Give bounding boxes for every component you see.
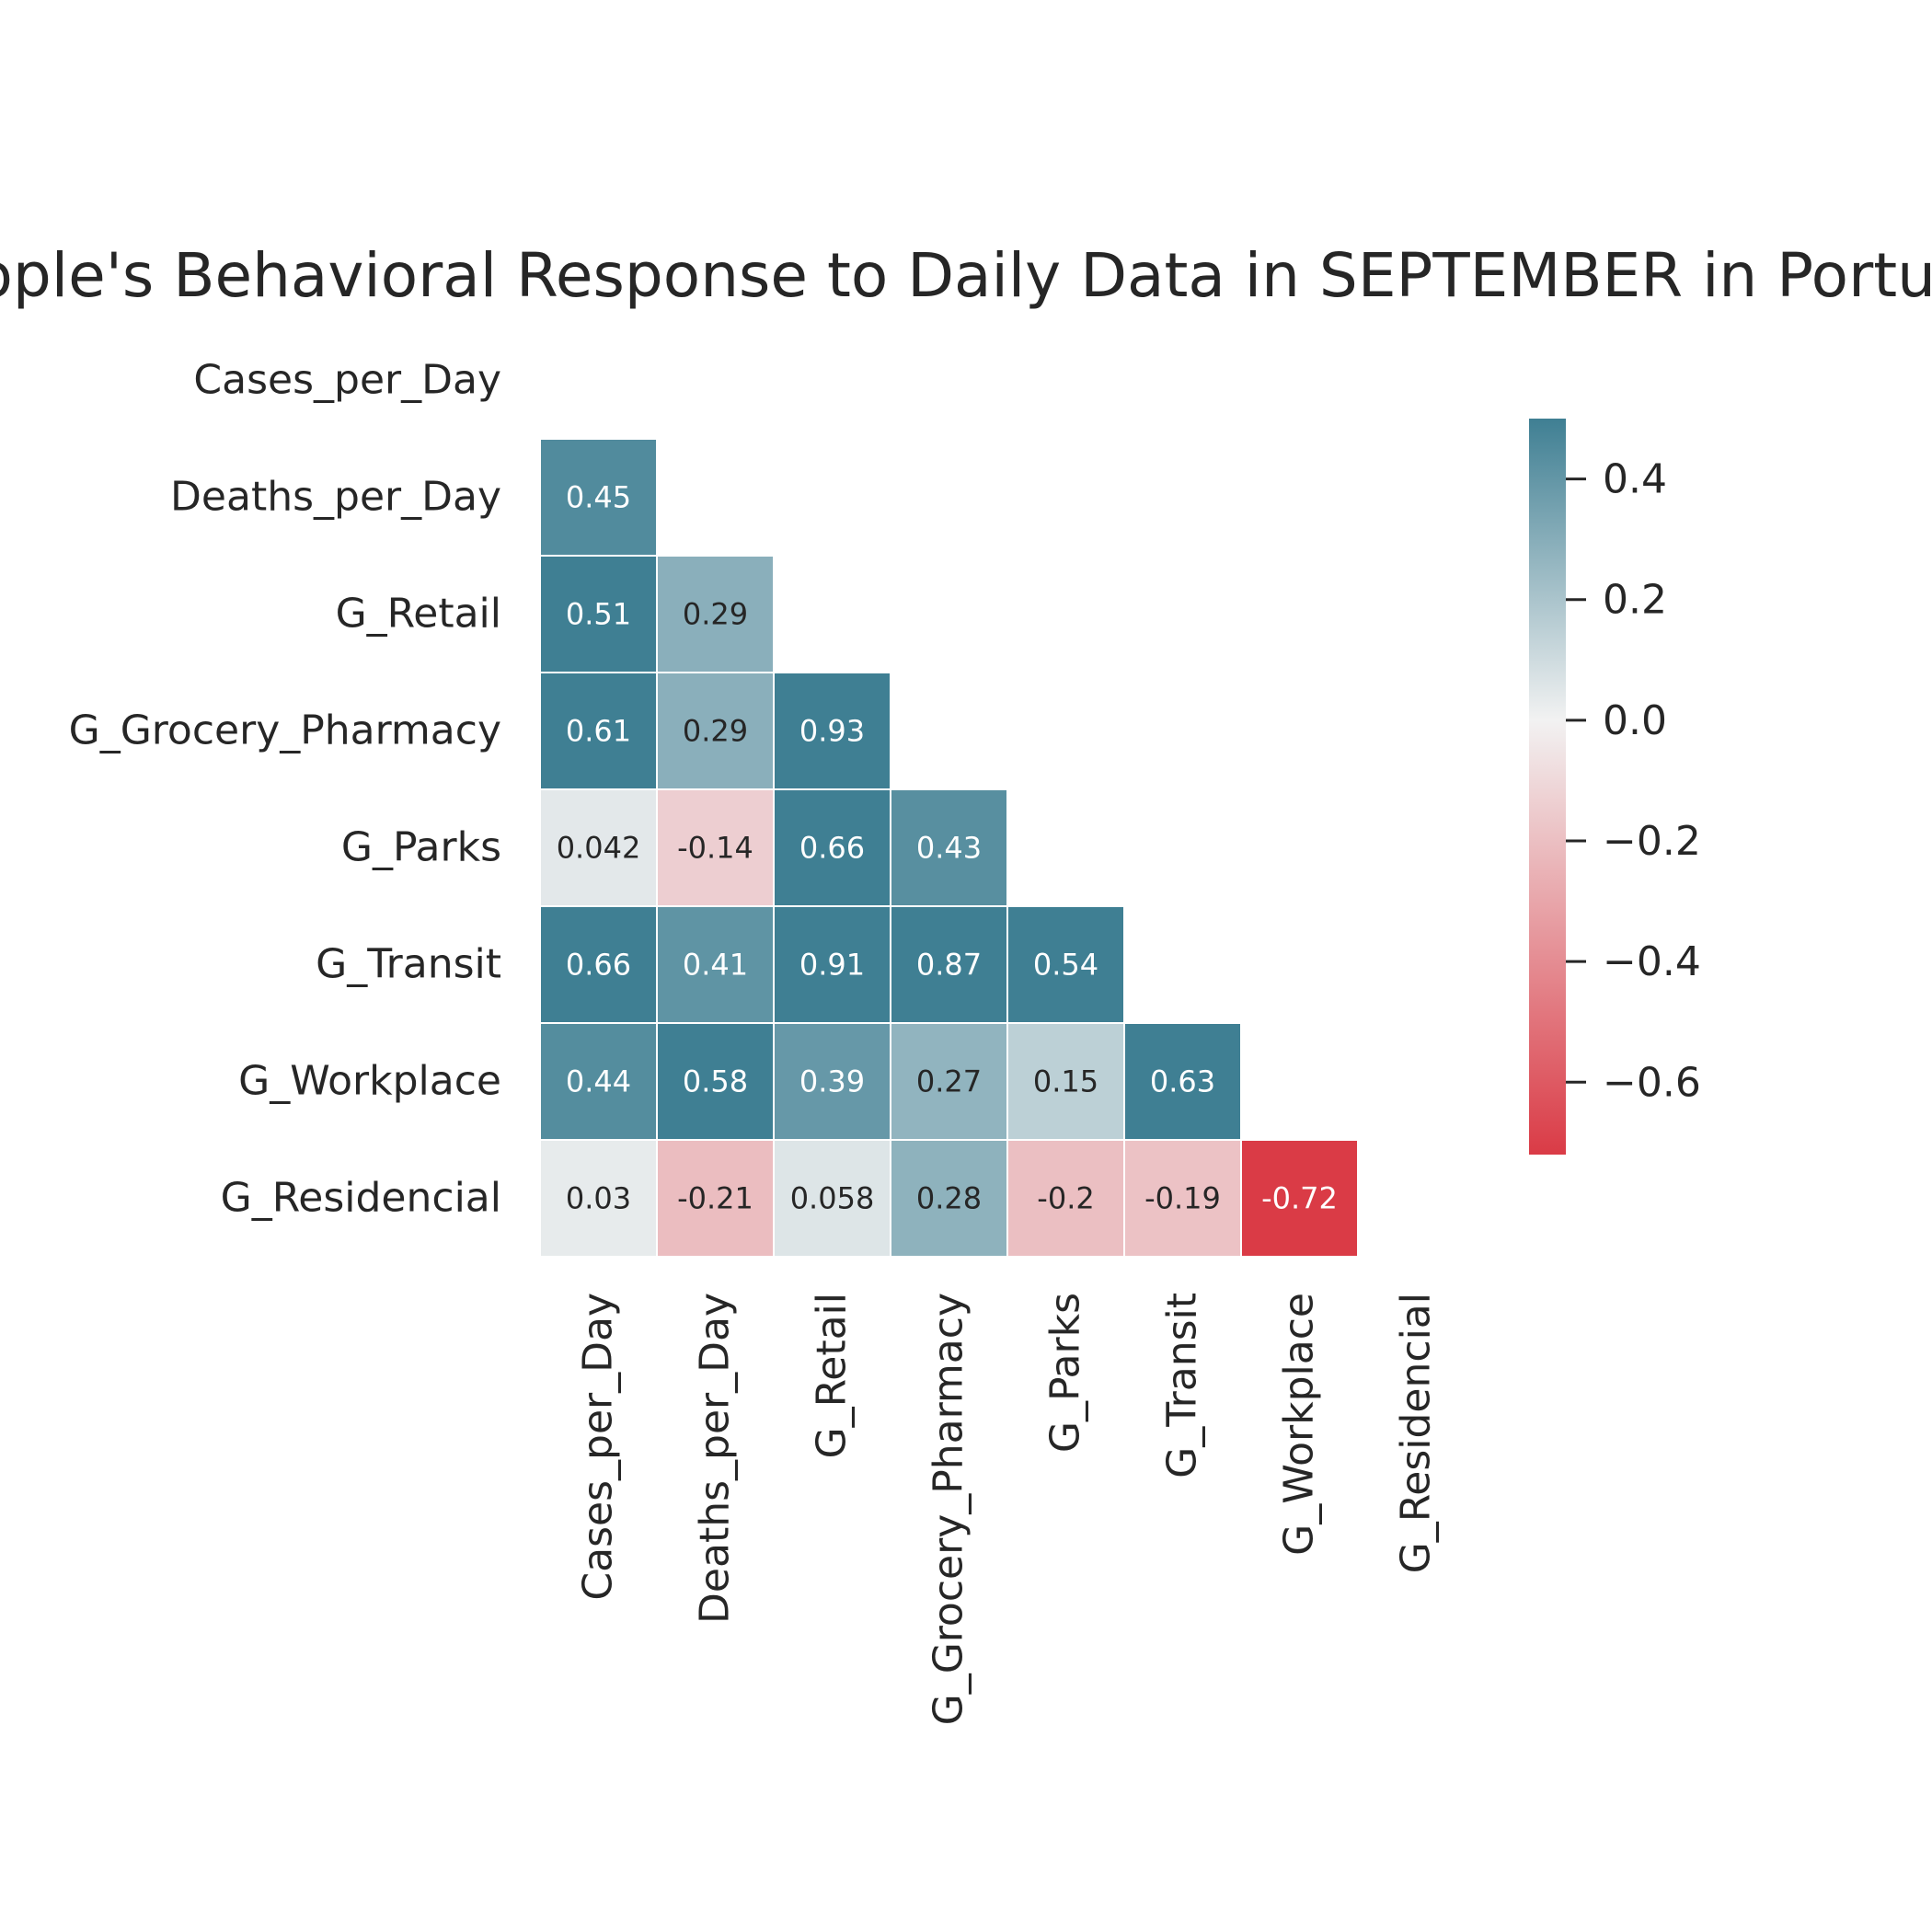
y-tick-label: G_Parks xyxy=(341,824,501,871)
heatmap-cell xyxy=(890,1139,1008,1258)
heatmap-cell-label: 0.058 xyxy=(790,1181,875,1216)
heatmap-cell-label: -0.2 xyxy=(1037,1181,1094,1216)
heatmap-cell-label: 0.51 xyxy=(566,597,631,632)
x-tick-label: G_Residencial xyxy=(1393,1293,1440,1573)
heatmap-cell xyxy=(1240,1139,1359,1258)
heatmap-cell-label: -0.72 xyxy=(1261,1181,1338,1216)
heatmap-cell-label: -0.21 xyxy=(677,1181,753,1216)
x-tick-label: G_Workplace xyxy=(1276,1293,1323,1556)
heatmap-cell xyxy=(890,905,1008,1024)
heatmap-cell-label: 0.15 xyxy=(1033,1064,1098,1099)
heatmap-cell-label: -0.14 xyxy=(677,831,753,866)
y-tick-label: G_Transit xyxy=(316,941,501,988)
colorbar-tick-label: 0.2 xyxy=(1603,577,1667,624)
heatmap-cell-label: 0.66 xyxy=(566,948,631,983)
y-tick-label: G_Residencial xyxy=(221,1175,501,1222)
y-axis-tick-labels: Cases_per_Day Deaths_per_Day G_Retail G_Gro… xyxy=(69,357,501,1222)
heatmap-cell-label: 0.27 xyxy=(916,1064,982,1099)
heatmap-cell-label: 0.41 xyxy=(683,948,748,983)
heatmap-cell-label: 0.28 xyxy=(916,1181,982,1216)
heatmap-cell-label: 0.43 xyxy=(916,831,982,866)
heatmap-cell xyxy=(539,672,658,790)
heatmap-cell-label: 0.45 xyxy=(566,480,631,515)
heatmap-cell-label: 0.66 xyxy=(799,831,865,866)
heatmap-cell-label: 0.61 xyxy=(566,714,631,749)
heatmap-cell xyxy=(1006,1022,1125,1141)
heatmap-cell xyxy=(656,788,775,907)
heatmap-cell-label: 0.63 xyxy=(1150,1064,1215,1099)
chart-title: People's Behavioral Response to Daily Da… xyxy=(0,240,1932,311)
heatmap-cell xyxy=(1123,1139,1242,1258)
y-tick-label: G_Workplace xyxy=(238,1058,501,1105)
y-tick-label: G_Grocery_Pharmacy xyxy=(69,707,501,754)
heatmap-cell-label: 0.03 xyxy=(566,1181,631,1216)
colorbar: 0.4 0.2 0.0 −0.2 −0.4 −0.6 xyxy=(1529,419,1701,1155)
heatmap-cell xyxy=(890,788,1008,907)
heatmap-cell-label: 0.58 xyxy=(683,1064,748,1099)
heatmap-cell-label: 0.87 xyxy=(916,948,982,983)
heatmap-cell-label: 0.29 xyxy=(683,597,748,632)
y-tick-label: G_Retail xyxy=(336,591,501,638)
heatmap-cell-label: 0.91 xyxy=(799,948,865,983)
colorbar-tick-label: −0.4 xyxy=(1603,938,1701,985)
heatmap-cell xyxy=(656,1022,775,1141)
colorbar-tick-label: 0.0 xyxy=(1603,697,1667,744)
x-tick-label: G_Grocery_Pharmacy xyxy=(926,1293,972,1725)
heatmap-cell xyxy=(656,1139,775,1258)
heatmap-cell xyxy=(539,1139,658,1258)
heatmap-cell xyxy=(539,1022,658,1141)
heatmap-grid: 0.45 0.51 0.29 0.61 0.29 0.93 0.042 -0.14 0.66 0.… xyxy=(539,438,1359,1258)
colorbar-tick-label: 0.4 xyxy=(1603,456,1667,503)
colorbar-ticks: 0.4 0.2 0.0 −0.2 −0.4 −0.6 xyxy=(1566,456,1701,1106)
x-tick-label: G_Transit xyxy=(1159,1293,1206,1478)
x-tick-label: G_Parks xyxy=(1042,1293,1089,1453)
colorbar-tick-label: −0.6 xyxy=(1603,1059,1701,1106)
heatmap-cell-label: 0.44 xyxy=(566,1064,631,1099)
heatmap-cell xyxy=(890,1022,1008,1141)
heatmap-cell-label: 0.54 xyxy=(1033,948,1098,983)
heatmap-cell-label: -0.19 xyxy=(1144,1181,1221,1216)
colorbar-tick-label: −0.2 xyxy=(1603,818,1701,865)
heatmap-cell xyxy=(539,438,658,557)
heatmap-cell-label: 0.93 xyxy=(799,714,865,749)
heatmap-cell xyxy=(1123,1022,1242,1141)
x-tick-label: Deaths_per_Day xyxy=(692,1293,739,1624)
heatmap-cell xyxy=(773,1022,891,1141)
heatmap-cell xyxy=(539,555,658,673)
y-tick-label: Deaths_per_Day xyxy=(170,474,501,521)
y-tick-label: Cases_per_Day xyxy=(193,357,501,404)
heatmap-cell-label: 0.29 xyxy=(683,714,748,749)
heatmap-cell xyxy=(656,905,775,1024)
x-axis-tick-labels: Cases_per_Day Deaths_per_Day G_Retail G_Gro… xyxy=(575,1293,1440,1725)
x-tick-label: Cases_per_Day xyxy=(575,1293,622,1601)
heatmap-cell xyxy=(656,555,775,673)
colorbar-gradient-bar xyxy=(1529,419,1566,1155)
heatmap-cell xyxy=(773,672,891,790)
heatmap-cell-label: 0.042 xyxy=(557,831,641,866)
heatmap-cell-label: 0.39 xyxy=(799,1064,865,1099)
x-tick-label: G_Retail xyxy=(809,1293,856,1458)
